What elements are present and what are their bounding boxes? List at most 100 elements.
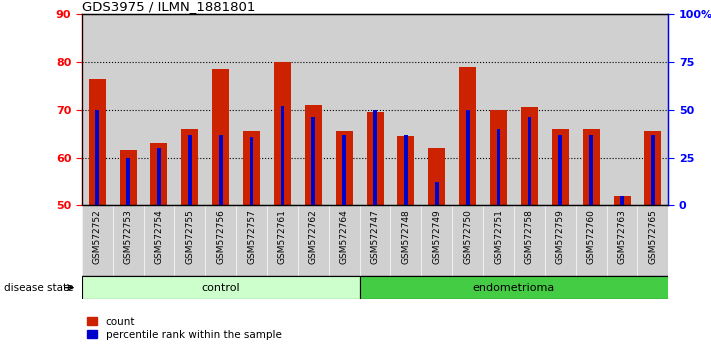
Bar xyxy=(545,14,576,205)
Bar xyxy=(397,136,415,205)
Bar xyxy=(112,14,144,205)
Text: GSM572764: GSM572764 xyxy=(340,209,348,264)
Bar xyxy=(181,129,198,205)
Bar xyxy=(490,110,507,205)
Bar xyxy=(644,131,661,205)
Bar xyxy=(281,106,284,205)
Bar xyxy=(576,14,606,205)
Bar xyxy=(638,14,668,205)
Bar xyxy=(606,205,638,276)
Text: GSM572753: GSM572753 xyxy=(124,209,132,264)
Bar xyxy=(452,205,483,276)
Text: GSM572765: GSM572765 xyxy=(648,209,658,264)
Bar xyxy=(373,110,377,205)
Bar xyxy=(89,79,106,205)
Text: GSM572754: GSM572754 xyxy=(154,209,164,264)
Bar xyxy=(428,148,445,205)
Bar xyxy=(236,14,267,205)
Bar xyxy=(298,14,328,205)
Text: GDS3975 / ILMN_1881801: GDS3975 / ILMN_1881801 xyxy=(82,0,255,13)
Bar xyxy=(174,205,205,276)
Text: GSM572755: GSM572755 xyxy=(186,209,194,264)
Text: GSM572750: GSM572750 xyxy=(463,209,472,264)
Bar xyxy=(435,182,439,205)
Text: GSM572752: GSM572752 xyxy=(92,209,102,264)
Bar xyxy=(127,158,130,205)
Bar xyxy=(638,205,668,276)
Text: GSM572758: GSM572758 xyxy=(525,209,534,264)
Text: GSM572761: GSM572761 xyxy=(278,209,287,264)
Bar xyxy=(459,67,476,205)
Bar xyxy=(404,135,408,205)
Text: GSM572749: GSM572749 xyxy=(432,209,442,264)
Bar xyxy=(95,110,99,205)
Bar xyxy=(342,135,346,205)
Text: GSM572759: GSM572759 xyxy=(556,209,565,264)
Bar xyxy=(360,205,390,276)
Bar xyxy=(620,196,624,205)
Bar xyxy=(521,107,538,205)
Bar xyxy=(219,135,223,205)
Bar xyxy=(576,205,606,276)
FancyBboxPatch shape xyxy=(82,276,360,299)
Bar xyxy=(614,196,631,205)
Bar xyxy=(422,14,452,205)
Text: control: control xyxy=(201,282,240,293)
Bar xyxy=(267,205,298,276)
Text: GSM572763: GSM572763 xyxy=(618,209,626,264)
Text: GSM572748: GSM572748 xyxy=(402,209,410,264)
Bar xyxy=(151,143,167,205)
Text: GSM572756: GSM572756 xyxy=(216,209,225,264)
Bar xyxy=(119,150,137,205)
Bar xyxy=(144,205,174,276)
Bar xyxy=(583,129,599,205)
Bar xyxy=(483,14,514,205)
Text: GSM572760: GSM572760 xyxy=(587,209,596,264)
Bar xyxy=(205,14,236,205)
Bar xyxy=(336,131,353,205)
Text: disease state: disease state xyxy=(4,282,73,293)
Legend: count, percentile rank within the sample: count, percentile rank within the sample xyxy=(87,317,282,340)
Bar xyxy=(144,14,174,205)
Bar xyxy=(514,205,545,276)
Bar xyxy=(236,205,267,276)
Bar xyxy=(328,205,360,276)
Bar xyxy=(390,205,422,276)
Bar xyxy=(243,131,260,205)
Bar xyxy=(82,14,112,205)
Bar xyxy=(267,14,298,205)
Bar xyxy=(157,148,161,205)
Text: GSM572762: GSM572762 xyxy=(309,209,318,264)
Bar xyxy=(212,69,229,205)
Bar xyxy=(250,137,253,205)
FancyBboxPatch shape xyxy=(360,276,684,299)
Bar xyxy=(112,205,144,276)
Bar xyxy=(422,205,452,276)
Text: endometrioma: endometrioma xyxy=(473,282,555,293)
Text: GSM572747: GSM572747 xyxy=(370,209,380,264)
Bar xyxy=(188,135,192,205)
Text: GSM572757: GSM572757 xyxy=(247,209,256,264)
Bar xyxy=(589,135,593,205)
Bar xyxy=(558,135,562,205)
Bar xyxy=(552,129,569,205)
Bar xyxy=(651,135,655,205)
Bar xyxy=(483,205,514,276)
Text: GSM572751: GSM572751 xyxy=(494,209,503,264)
Bar xyxy=(360,14,390,205)
Bar xyxy=(606,14,638,205)
Bar xyxy=(82,205,112,276)
Bar xyxy=(328,14,360,205)
Bar xyxy=(367,112,383,205)
Bar xyxy=(174,14,205,205)
Bar xyxy=(545,205,576,276)
Bar xyxy=(298,205,328,276)
Bar xyxy=(205,205,236,276)
Bar xyxy=(274,62,291,205)
Bar xyxy=(311,118,315,205)
Bar xyxy=(390,14,422,205)
Bar xyxy=(466,110,469,205)
Bar xyxy=(497,129,501,205)
Bar xyxy=(305,105,322,205)
Bar xyxy=(514,14,545,205)
